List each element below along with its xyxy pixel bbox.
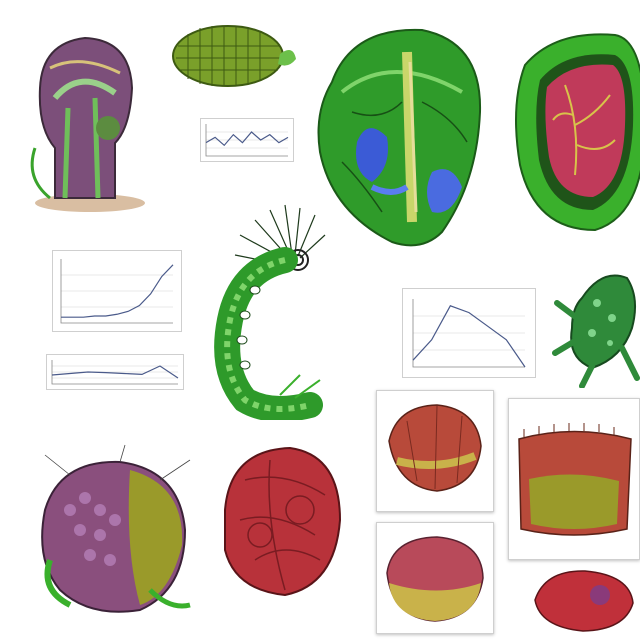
chart-peak (402, 288, 536, 378)
chart-spike (46, 354, 184, 390)
illustration-frog (552, 258, 640, 388)
illustration-caterpillar (200, 200, 330, 420)
illustration-top-left-organ (20, 28, 150, 213)
chart-axes (412, 299, 525, 368)
chart-axes (205, 124, 288, 157)
chart-spike-svg (51, 360, 179, 385)
illustration-ring-organ (505, 25, 640, 235)
chart-series-line (51, 365, 179, 379)
chart-axes (60, 259, 173, 324)
chart-wave (200, 118, 294, 162)
chart-series-line (205, 131, 289, 147)
illustration-red-blob (525, 565, 640, 635)
chart-wave-svg (205, 124, 289, 157)
chart-axes (51, 360, 178, 385)
illustration-green-leaf-blue (312, 22, 492, 252)
chart-series-line (61, 264, 174, 318)
panel-tissue-3 (376, 522, 494, 634)
chart-peak-svg (412, 299, 526, 368)
illustration-red-head (215, 440, 345, 600)
panel-tissue-1 (376, 390, 494, 512)
chart-growth (52, 250, 182, 332)
chart-series-line (412, 305, 526, 368)
illustration-cylinder-cell (168, 14, 298, 94)
chart-growth-svg (60, 259, 174, 324)
illustration-purple-organ (30, 440, 195, 620)
panel-tissue-2 (508, 398, 640, 560)
